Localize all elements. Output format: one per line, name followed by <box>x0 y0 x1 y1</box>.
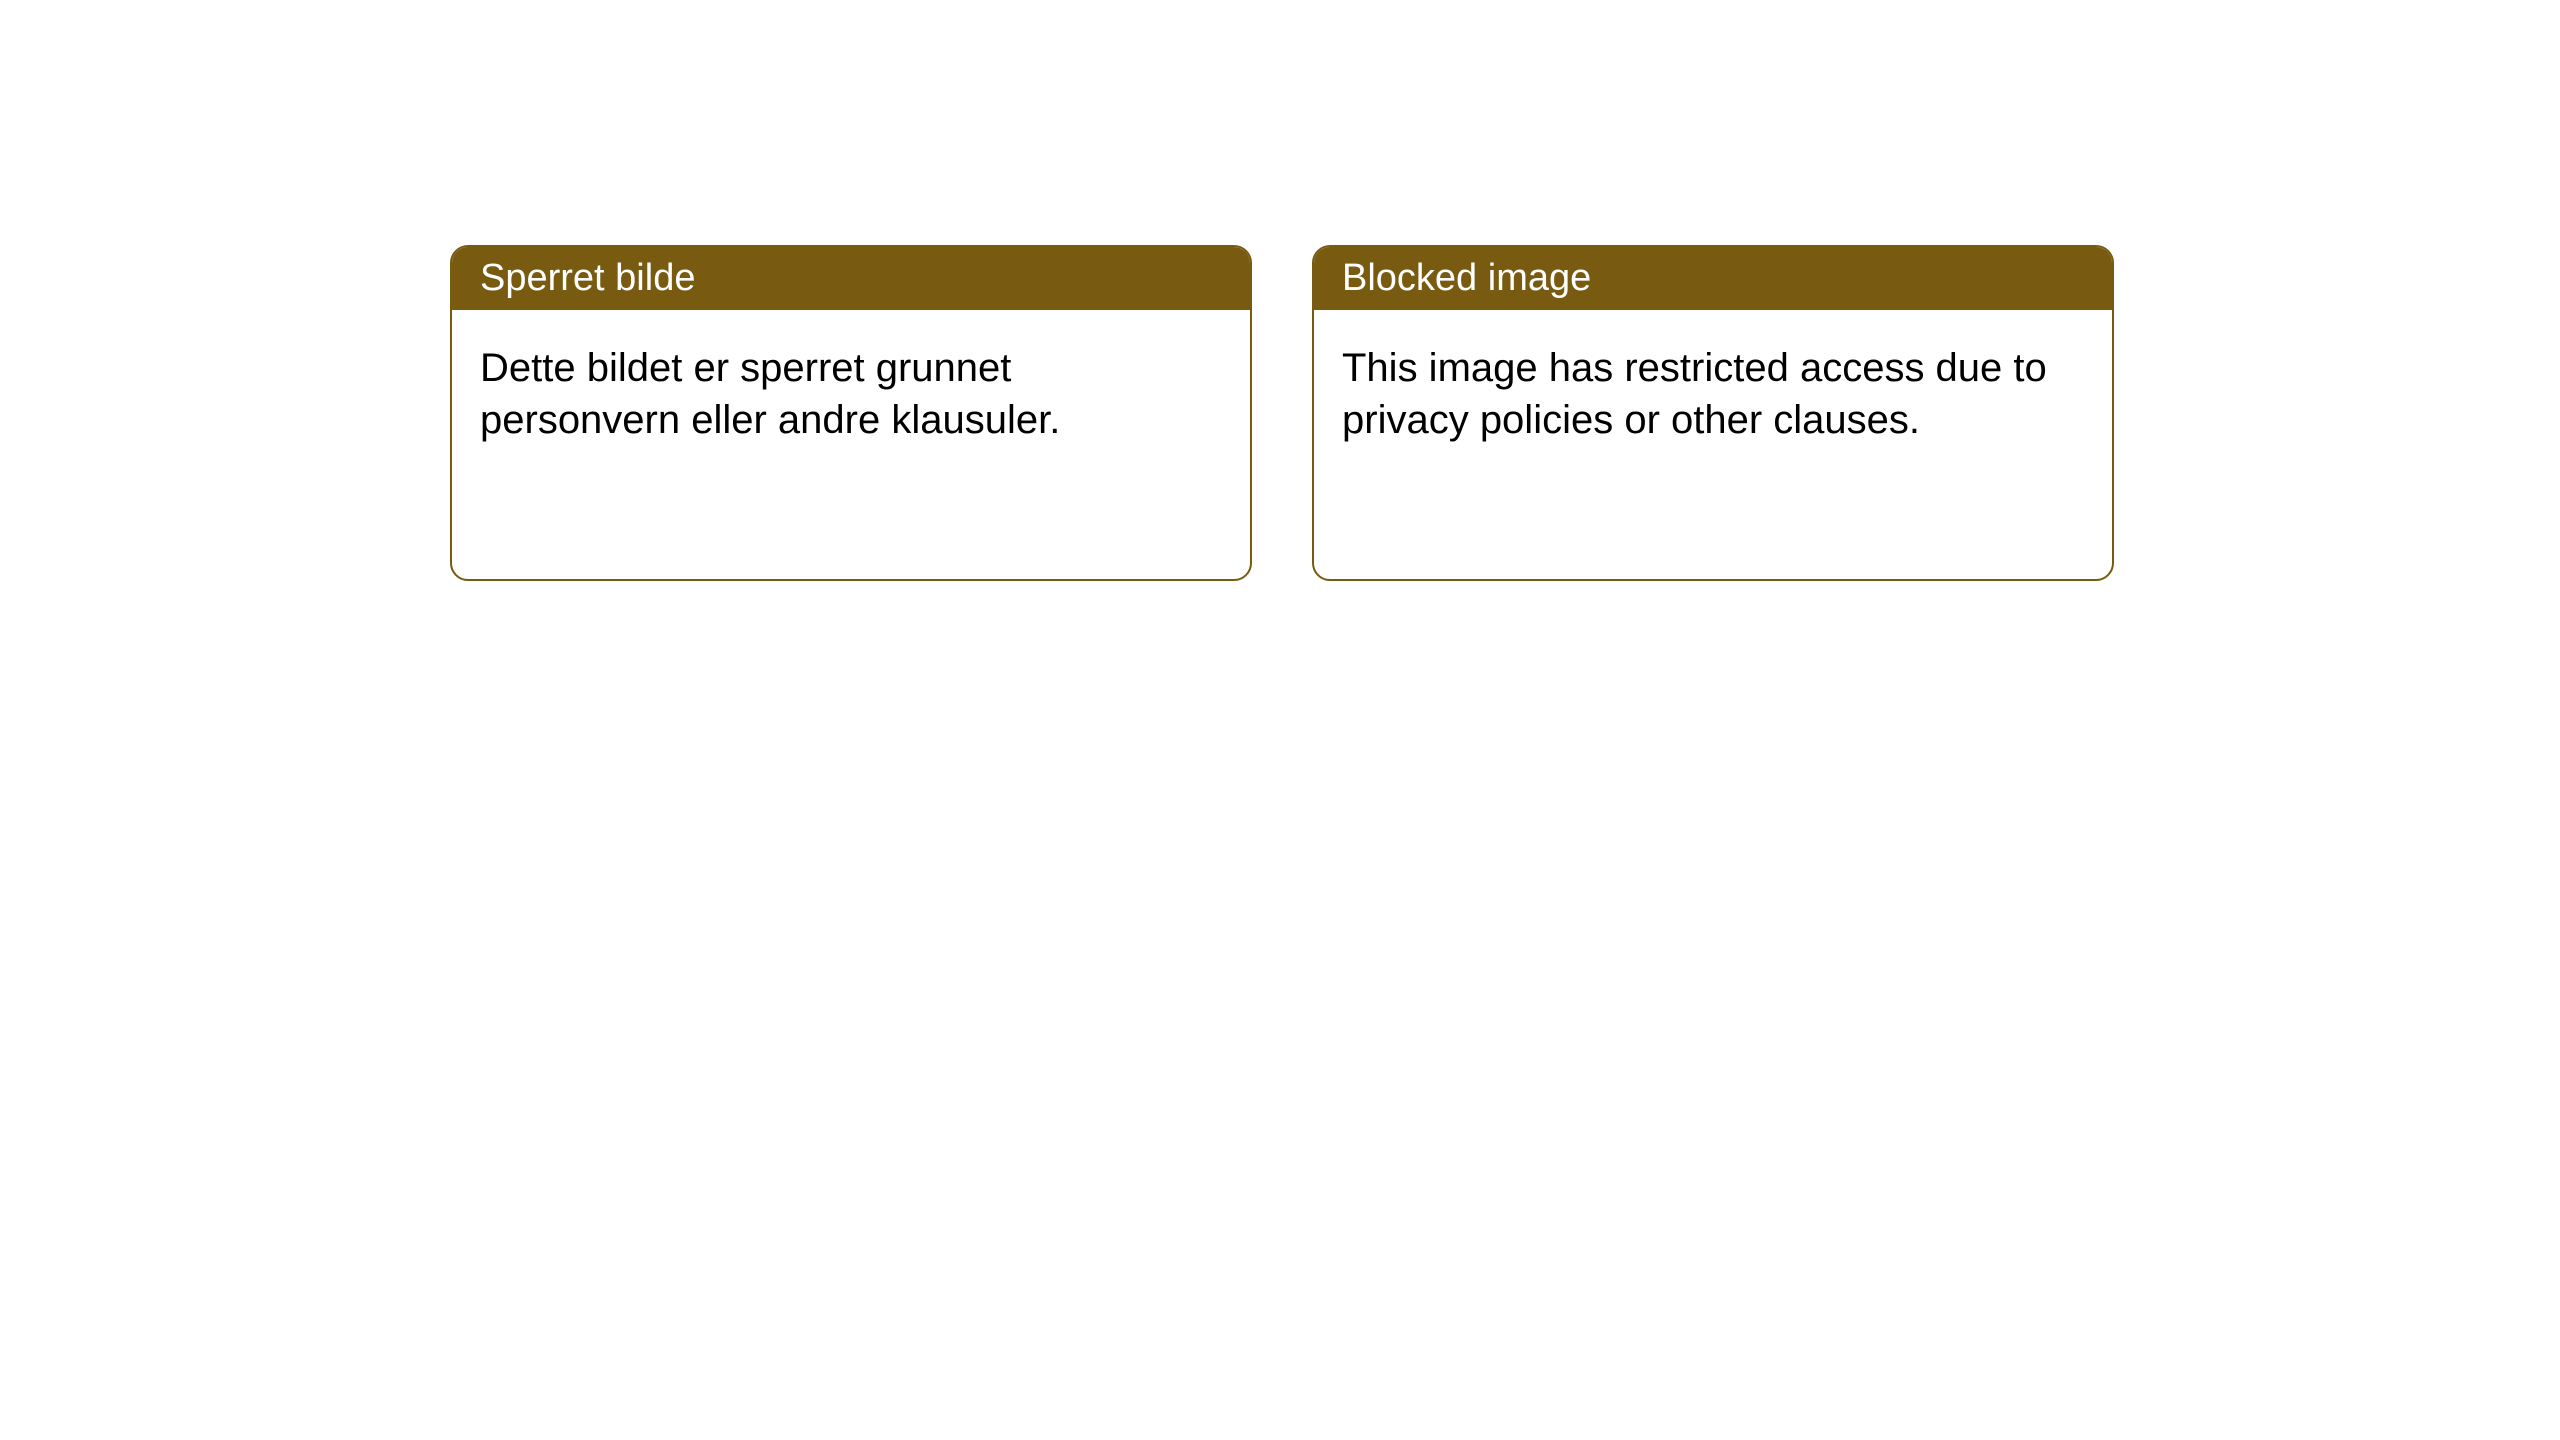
card-body-text: This image has restricted access due to … <box>1342 346 2047 442</box>
card-title: Sperret bilde <box>480 257 695 299</box>
card-body-text: Dette bildet er sperret grunnet personve… <box>480 346 1060 442</box>
card-header: Blocked image <box>1314 247 2112 310</box>
cards-container: Sperret bilde Dette bildet er sperret gr… <box>450 245 2114 581</box>
blocked-image-card-english: Blocked image This image has restricted … <box>1312 245 2114 581</box>
blocked-image-card-norwegian: Sperret bilde Dette bildet er sperret gr… <box>450 245 1252 581</box>
card-header: Sperret bilde <box>452 247 1250 310</box>
card-title: Blocked image <box>1342 257 1591 299</box>
card-body: This image has restricted access due to … <box>1314 310 2112 478</box>
card-body: Dette bildet er sperret grunnet personve… <box>452 310 1250 478</box>
